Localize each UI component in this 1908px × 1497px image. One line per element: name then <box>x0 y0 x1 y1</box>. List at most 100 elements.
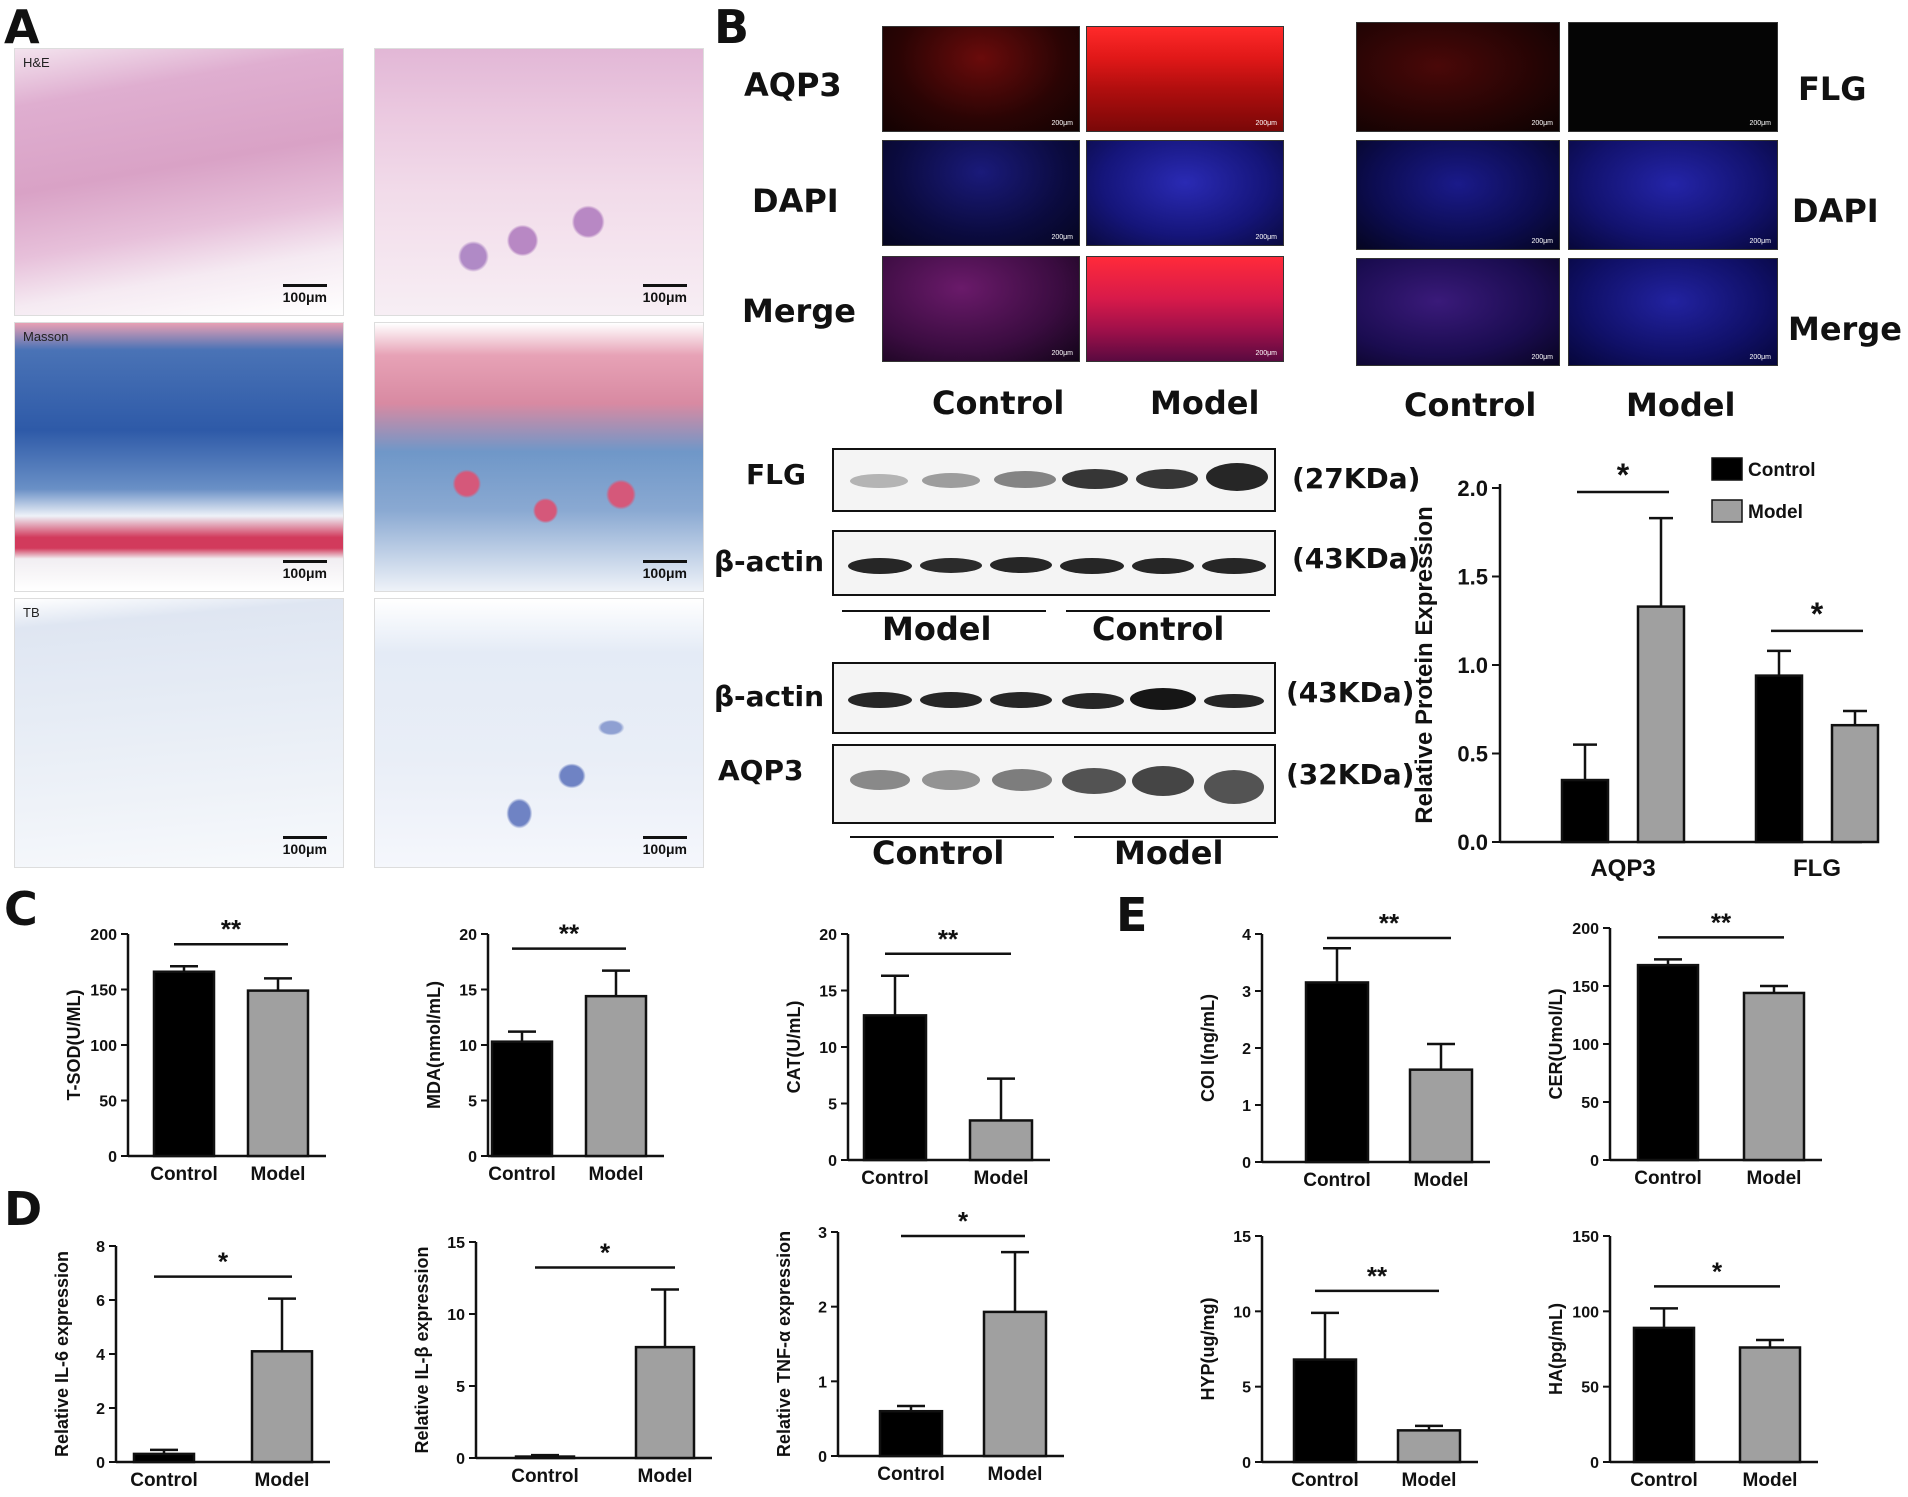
blot-actin-upper-size: (43KDa) <box>1292 542 1421 575</box>
x-tick-label: Control <box>1291 1470 1359 1491</box>
tb-model-image: 100μm <box>374 598 704 868</box>
blot-aqp3-size: (32KDa) <box>1286 758 1415 791</box>
bar-model <box>634 1345 696 1460</box>
y-tick-label: 2 <box>96 1401 105 1418</box>
y-tick-label: 100 <box>1572 1304 1599 1321</box>
lower-group-control: Control <box>872 834 1005 872</box>
y-tick-label: 0 <box>456 1451 465 1468</box>
blot-flg <box>832 448 1276 512</box>
fluo-left-group-model: Model <box>1150 384 1260 422</box>
tb-control-image: TB 100μm <box>14 598 344 868</box>
blot-actin-lower-size: (43KDa) <box>1286 676 1415 709</box>
merge-left-model-image: 200μm <box>1086 256 1284 362</box>
y-tick-label: 10 <box>1233 1304 1251 1321</box>
fluo-right-row-3-label: Merge <box>1788 310 1902 348</box>
y-axis-label: T-SOD(U/ML) <box>64 990 84 1101</box>
y-tick-label: 100 <box>90 1038 117 1055</box>
scale-bar-tb-control: 100μm <box>282 836 328 857</box>
x-tick-label: Model <box>1747 1168 1802 1189</box>
significance-marker: * <box>958 1206 969 1236</box>
aqp3-model-image: 200μm <box>1086 26 1284 132</box>
y-tick-label: 5 <box>828 1097 837 1114</box>
chart-hyp: 0 5 10 15 HYP(ug/mg) Control Model ** <box>1198 1229 1478 1491</box>
fluo-left-row-2-label: DAPI <box>752 182 839 220</box>
upper-group-line-2 <box>1066 610 1270 612</box>
bar-model <box>584 994 648 1158</box>
panel-label-e: E <box>1116 888 1148 942</box>
scale-bar-masson-model: 100μm <box>642 560 688 581</box>
he-label: H&E <box>23 55 50 70</box>
panel-label-d: D <box>4 1182 43 1236</box>
fluo-right-group-control: Control <box>1404 386 1537 424</box>
scale-bar-he-model: 100μm <box>642 284 688 305</box>
he-model-image: 100μm <box>374 48 704 316</box>
blot-actin-upper-label: β-actin <box>714 545 825 578</box>
masson-label: Masson <box>23 329 69 344</box>
y-tick-label: 6 <box>96 1293 105 1310</box>
x-tick-label: FLG <box>1793 855 1841 882</box>
y-tick-label: 150 <box>1572 1229 1599 1246</box>
lower-group-line-1 <box>850 836 1054 838</box>
bar-control <box>152 970 216 1158</box>
y-tick-label: 15 <box>447 1235 465 1252</box>
significance-marker: * <box>218 1247 229 1277</box>
y-tick-label: 100 <box>1572 1037 1599 1054</box>
y-tick-label: 0.0 <box>1457 830 1488 855</box>
y-tick-label: 1.5 <box>1457 565 1488 590</box>
masson-model-image: 100μm <box>374 322 704 592</box>
y-tick-label: 4 <box>96 1347 105 1364</box>
y-tick-label: 200 <box>90 927 117 944</box>
chart-tnf: 0 1 2 3 Relative TNF-α expression Control Mode… <box>774 1206 1064 1485</box>
y-tick-label: 0 <box>1590 1455 1599 1472</box>
masson-control-image: Masson 100μm <box>14 322 344 592</box>
y-tick-label: 2 <box>1242 1041 1251 1058</box>
y-tick-label: 20 <box>459 927 477 944</box>
scale-bar-tb-model: 100μm <box>642 836 688 857</box>
chart-cat: 0 5 10 15 20 CAT(U/mL) Control Model ** <box>784 924 1050 1189</box>
x-tick-label: Control <box>861 1168 929 1189</box>
blot-aqp3 <box>832 744 1276 824</box>
merge-right-control-image: 200μm <box>1356 258 1560 366</box>
merge-right-model-image: 200μm <box>1568 258 1778 366</box>
bar-control <box>1292 1358 1358 1464</box>
blot-flg-size: (27KDa) <box>1292 462 1421 495</box>
bar-model <box>1408 1068 1474 1164</box>
y-tick-label: 8 <box>96 1239 105 1256</box>
fluo-right-group-model: Model <box>1626 386 1736 424</box>
dapi-left-control-image: 200μm <box>882 140 1080 246</box>
y-tick-label: 200 <box>1572 921 1599 938</box>
y-tick-label: 15 <box>819 984 837 1001</box>
y-tick-label: 50 <box>1581 1095 1599 1112</box>
y-tick-label: 150 <box>90 983 117 1000</box>
chart-relative-protein-expression: 0.0 0.5 1.0 1.5 2.0 Relative Protein Expressi… <box>1411 457 1880 882</box>
dapi-right-control-image: 200μm <box>1356 140 1560 250</box>
bar-model <box>1742 991 1806 1162</box>
chart-cer: 0 50 100 150 200 CER(Umol/L) Control Model ** <box>1546 907 1822 1189</box>
fluo-left-row-1-label: AQP3 <box>744 66 842 104</box>
y-tick-label: 5 <box>456 1379 465 1396</box>
y-tick-label: 15 <box>459 983 477 1000</box>
bar-model <box>968 1119 1034 1162</box>
y-tick-label: 10 <box>459 1038 477 1055</box>
x-tick-label: Model <box>255 1470 310 1491</box>
y-tick-label: 1.0 <box>1457 653 1488 678</box>
panel-label-a: A <box>4 0 40 54</box>
y-tick-label: 2.0 <box>1457 476 1488 501</box>
y-tick-label: 2 <box>818 1300 827 1317</box>
x-tick-label: Model <box>1743 1470 1798 1491</box>
chart-ha: 0 50 100 150 HA(pg/mL) Control Model * <box>1546 1229 1818 1491</box>
significance-marker: ** <box>938 924 959 954</box>
fluo-left-group-control: Control <box>932 384 1065 422</box>
y-tick-label: 1 <box>818 1374 827 1391</box>
x-tick-label: Control <box>877 1464 945 1485</box>
bar-control <box>1304 981 1370 1164</box>
y-tick-label: 0 <box>468 1149 477 1166</box>
fluo-left-row-3-label: Merge <box>742 292 856 330</box>
bar-aqp3-model <box>1636 605 1686 844</box>
y-tick-label: 0 <box>818 1449 827 1466</box>
bar-control <box>490 1040 554 1158</box>
bar-aqp3-control <box>1560 778 1610 844</box>
y-tick-label: 3 <box>818 1225 827 1242</box>
x-tick-label: Control <box>488 1164 556 1185</box>
bar-model <box>246 989 310 1158</box>
